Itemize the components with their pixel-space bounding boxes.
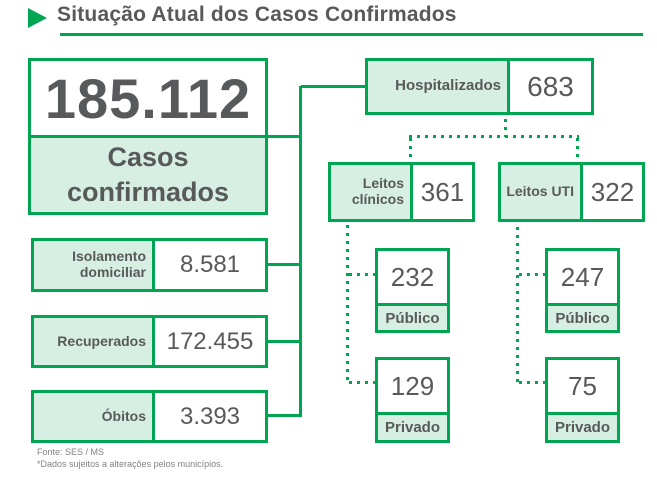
deaths-label: Óbitos [34,393,155,440]
connector-from-deaths [268,414,299,417]
icu-beds-value: 322 [590,176,635,207]
footer-note: *Dados sujeitos a alterações pelos munic… [37,459,224,469]
connector-from-recovered [268,340,299,343]
dotted-to-icu-public [519,273,545,276]
connector-to-hospitalized [301,85,365,88]
dotted-stub-icu [576,138,579,162]
title-underline [60,33,643,36]
dotted-to-clinical-public [349,273,375,276]
clinical-beds-row: Leitos clínicos 361 [328,162,475,222]
clinical-private-value: 129 [390,370,435,401]
clinical-public-box: 232 Público [375,248,450,333]
home-isolation-row: Isolamento domiciliar 8.581 [31,238,268,292]
connector-from-isolation [268,263,299,266]
clinical-public-value: 232 [390,261,435,292]
confirmed-cases-label: Casos confirmados [31,135,265,212]
page-title: Situação Atual dos Casos Confirmados [57,3,457,26]
icu-beds-label: Leitos UTI [501,165,583,219]
dotted-vertical-icu [516,227,519,385]
footer-source: Fonte: SES / MS [37,447,105,457]
deaths-value: 3.393 [179,402,241,430]
recovered-label: Recuperados [34,318,155,365]
clinical-beds-value: 361 [420,176,465,207]
recovered-row: Recuperados 172.455 [31,315,268,368]
home-isolation-label: Isolamento domiciliar [34,241,155,289]
clinical-beds-label: Leitos clínicos [331,165,413,219]
icu-beds-row: Leitos UTI 322 [498,162,645,222]
connector-from-confirmed [268,135,299,138]
dotted-stub-clinical [409,138,412,162]
deaths-row: Óbitos 3.393 [31,390,268,443]
hospitalized-value: 683 [527,70,574,102]
icu-public-box: 247 Público [545,248,620,333]
icu-private-label: Privado [548,412,617,440]
dotted-branch-bar [409,135,579,138]
confirmed-cases-value: 185.112 [44,66,252,130]
footer: Fonte: SES / MS *Dados sujeitos a altera… [37,446,223,470]
recovered-value: 172.455 [166,327,254,355]
bullet-triangle-icon [28,8,47,28]
hospitalized-label: Hospitalizados [368,61,510,112]
connector-spine [299,86,302,417]
dotted-to-icu-private [519,381,545,384]
home-isolation-value: 8.581 [179,251,241,278]
dotted-vertical-clinical [346,225,349,385]
icu-private-box: 75 Privado [545,357,620,443]
dotted-to-clinical-private [349,381,375,384]
confirmed-cases-box: 185.112 Casos confirmados [28,58,268,215]
hospitalized-row: Hospitalizados 683 [365,58,594,115]
icu-private-value: 75 [568,370,597,401]
icu-public-value: 247 [560,261,605,292]
icu-public-label: Público [548,303,617,330]
dotted-stub-hospitalized [504,119,507,137]
clinical-private-label: Privado [378,412,447,440]
clinical-private-box: 129 Privado [375,357,450,443]
clinical-public-label: Público [378,303,447,330]
